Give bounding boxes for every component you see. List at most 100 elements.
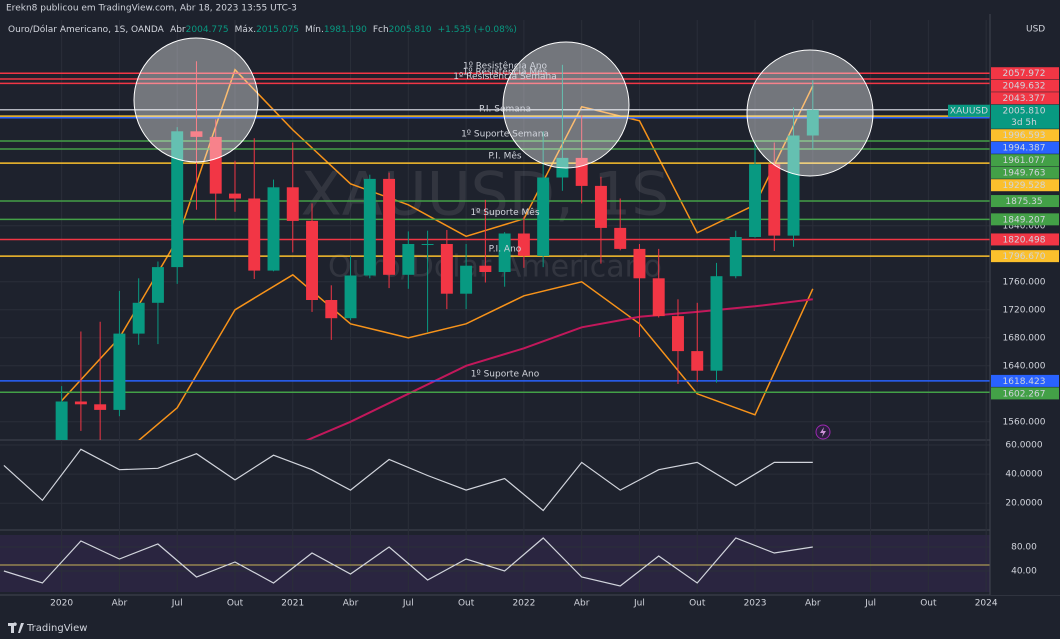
candle-body: [132, 302, 145, 334]
level-box: [991, 154, 1059, 167]
x-tick-label: Out: [689, 599, 706, 609]
y-tick-label: 1560.000: [1003, 417, 1046, 427]
level-box: [991, 166, 1059, 179]
level-box: [991, 387, 1059, 400]
bollinger-band: [61, 68, 814, 402]
currency: USD: [1026, 25, 1045, 35]
y-tick-label: 1760.000: [1003, 277, 1046, 287]
price-tag: [948, 104, 990, 117]
price-tag-symbol: XAUUSD: [950, 107, 988, 117]
x-tick-label: Jul: [633, 599, 645, 609]
candle-body: [363, 178, 376, 276]
candle-body: [344, 275, 357, 319]
level-box-label: 1602.267: [1003, 389, 1046, 399]
candle-body: [806, 109, 819, 136]
symbol: Ouro/Dólar Americano, 1S, OANDA: [8, 24, 165, 35]
footer-bg: [0, 612, 1060, 639]
candle-body: [787, 135, 800, 236]
candle-body: [286, 187, 299, 221]
x-tick-label: 2022: [512, 599, 535, 609]
x-tick-label: Abr: [112, 599, 128, 609]
candle-body: [94, 404, 107, 410]
highlight-circle: [502, 41, 630, 169]
quote-label: Máx.: [235, 25, 256, 35]
x-tick-label: Out: [227, 599, 244, 609]
candle-body: [594, 185, 607, 228]
candle-body: [190, 131, 203, 137]
candle-body: [229, 193, 241, 199]
level-box-label: 2057.972: [1003, 69, 1046, 79]
level-box: [991, 141, 1059, 154]
candle-body: [691, 351, 704, 371]
candle-body: [55, 401, 68, 440]
x-tick-label: 2023: [744, 599, 767, 609]
candle-body: [537, 177, 550, 256]
candle-body: [440, 244, 453, 294]
x-tick-label: Jul: [171, 599, 183, 609]
level-box: [991, 67, 1059, 80]
quote-change: +1.535 (+0.08%): [438, 25, 517, 35]
level-box: [991, 179, 1059, 192]
x-tick-label: Jul: [402, 599, 414, 609]
x-tick-label: Jul: [864, 599, 876, 609]
quote-label: Fch: [373, 25, 389, 35]
level-label: P.I. Ano: [489, 245, 522, 255]
candle-body: [209, 136, 222, 194]
y-tick-label: 1640.000: [1003, 361, 1046, 371]
candle-body: [325, 300, 338, 319]
quote-value: 2005.810: [389, 25, 432, 35]
level-box-label: 1996.593: [1003, 131, 1046, 141]
highlight-circle: [133, 37, 259, 163]
logo: [8, 622, 24, 633]
candle-body: [306, 220, 318, 300]
quote-value: 2015.075: [256, 25, 299, 35]
level-box-label: 1618.423: [1003, 377, 1046, 387]
price-box: [991, 104, 1059, 129]
candle-body: [729, 237, 742, 277]
y-tick-label: 60.0000: [1005, 440, 1042, 450]
level-label: 1º Suporte Ano: [471, 369, 540, 379]
level-box: [991, 129, 1059, 142]
level-label: 1º Resistência Ano: [463, 61, 548, 72]
y-tick-label: 40.0000: [1005, 470, 1042, 480]
x-tick-label: 2020: [50, 599, 73, 609]
x-tick-label: Abr: [805, 599, 821, 609]
y-tick-label: 1840.000: [1003, 221, 1046, 231]
indicator-line: [3, 448, 813, 512]
level-label: P.I. Mês: [488, 151, 522, 162]
alert-icon: [815, 424, 831, 440]
rsi-pane-bg: [0, 535, 990, 592]
level-label: P.I. Semana: [479, 105, 531, 115]
level-box: [991, 213, 1059, 226]
level-box-label: 1961.077: [1003, 156, 1046, 166]
y-tick-label: 1680.000: [1003, 333, 1046, 343]
alert-icon-bolt: [820, 427, 826, 437]
rsi-pane: [0, 537, 990, 587]
candle-body: [460, 265, 473, 294]
level-label: 1º Suporte Semana: [461, 130, 549, 140]
quote-label: Mín.: [305, 25, 324, 35]
candle-body: [383, 178, 396, 275]
level-box: [991, 79, 1059, 92]
level-box-label: 2043.377: [1003, 94, 1046, 104]
level-label: 1º Suporte Mês: [470, 207, 539, 218]
level-label: 1º Resistência Semana: [453, 71, 556, 82]
candle-body: [575, 157, 588, 186]
x-tick-label: Abr: [343, 599, 359, 609]
x-tick-label: Out: [920, 599, 937, 609]
candle-body: [479, 265, 492, 272]
x-tick-label: Abr: [574, 599, 590, 609]
brand: TradingView: [26, 623, 87, 634]
y-tick-label: 40.00: [1011, 567, 1037, 577]
countdown: 3d 5h: [1011, 118, 1037, 128]
oscillator-pane: [3, 448, 813, 512]
level-box-label: 1820.498: [1003, 235, 1046, 245]
highlight-circles: [133, 37, 874, 177]
level-label: 1º Resistência Mês: [463, 67, 548, 78]
level-box: [991, 92, 1059, 105]
candle-body: [652, 278, 665, 317]
level-box-label: 1849.207: [1003, 215, 1046, 225]
price-axis-labels: 1560.000 1640.000 1680.000 1720.000 1760.000…: [991, 67, 1059, 577]
